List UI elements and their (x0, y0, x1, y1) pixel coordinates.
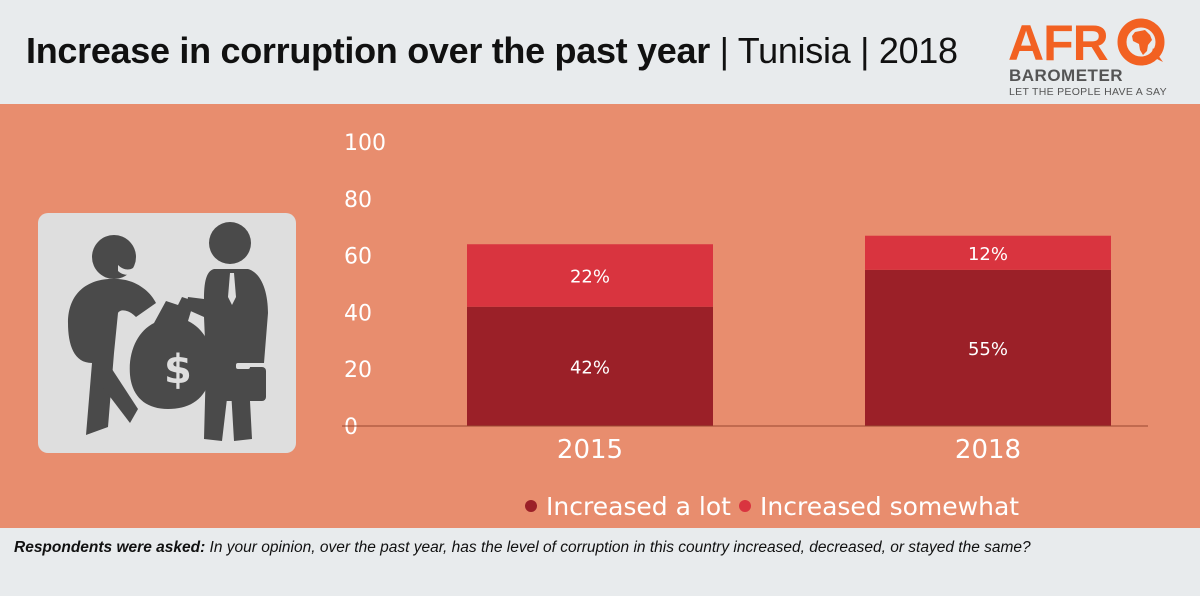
afrobarometer-logo: AFR BAROMETER LET THE PEOPLE HAVE A SAY (1000, 14, 1190, 104)
question-lead: Respondents were asked: (14, 539, 206, 556)
bar-segment-2018-a-lot (865, 269, 1111, 426)
question-text: In your opinion, over the past year, has… (205, 539, 1031, 556)
data-label: 12% (968, 244, 1008, 265)
x-axis-labels: 2015 2018 (557, 435, 1021, 465)
x-tick-label: 2018 (955, 435, 1021, 465)
title-separator: | (850, 30, 879, 71)
x-tick-label: 2015 (557, 435, 623, 465)
bars: 42% 22% 55% 12% (467, 235, 1111, 426)
y-tick-label: 60 (344, 245, 372, 270)
bar-segment-2018-somewhat (865, 235, 1111, 270)
y-axis-ticks: 0 20 40 60 80 100 (344, 131, 386, 440)
title-year: 2018 (878, 30, 958, 71)
header: Increase in corruption over the past yea… (0, 0, 1200, 104)
legend-label: Increased a lot (546, 492, 731, 521)
y-tick-label: 20 (344, 358, 372, 383)
title-main: Increase in corruption over the past yea… (26, 30, 710, 71)
y-tick-label: 100 (344, 131, 386, 156)
bar-segment-2015-a-lot (467, 306, 713, 426)
data-label: 55% (968, 339, 1008, 360)
survey-question: Respondents were asked: In your opinion,… (14, 538, 1184, 557)
corruption-illustration: $ (38, 213, 296, 453)
legend-marker (739, 500, 751, 512)
logo-afr-text: AFR (1008, 15, 1109, 71)
title-separator: | (709, 30, 738, 71)
stacked-bar-chart: 0 20 40 60 80 100 42% 22% 55% 12% 2015 2018 Incre… (342, 131, 1148, 521)
data-label: 42% (570, 357, 610, 378)
y-tick-label: 80 (344, 188, 372, 213)
africa-map-icon (1117, 18, 1165, 66)
page-title: Increase in corruption over the past yea… (26, 30, 958, 72)
legend: Increased a lot Increased somewhat (525, 492, 1019, 521)
title-country: Tunisia (737, 30, 851, 71)
logo-barometer-text: BAROMETER (1009, 66, 1124, 85)
y-tick-label: 40 (344, 301, 372, 326)
data-label: 22% (570, 266, 610, 287)
footer: Respondents were asked: In your opinion,… (0, 528, 1200, 596)
bribe-icon: $ (68, 222, 268, 441)
bar-segment-2015-somewhat (467, 244, 713, 307)
dollar-sign-icon: $ (164, 347, 192, 393)
legend-label: Increased somewhat (760, 492, 1019, 521)
legend-marker (525, 500, 537, 512)
y-tick-label: 0 (344, 415, 358, 440)
logo-tagline: LET THE PEOPLE HAVE A SAY (1009, 86, 1167, 98)
